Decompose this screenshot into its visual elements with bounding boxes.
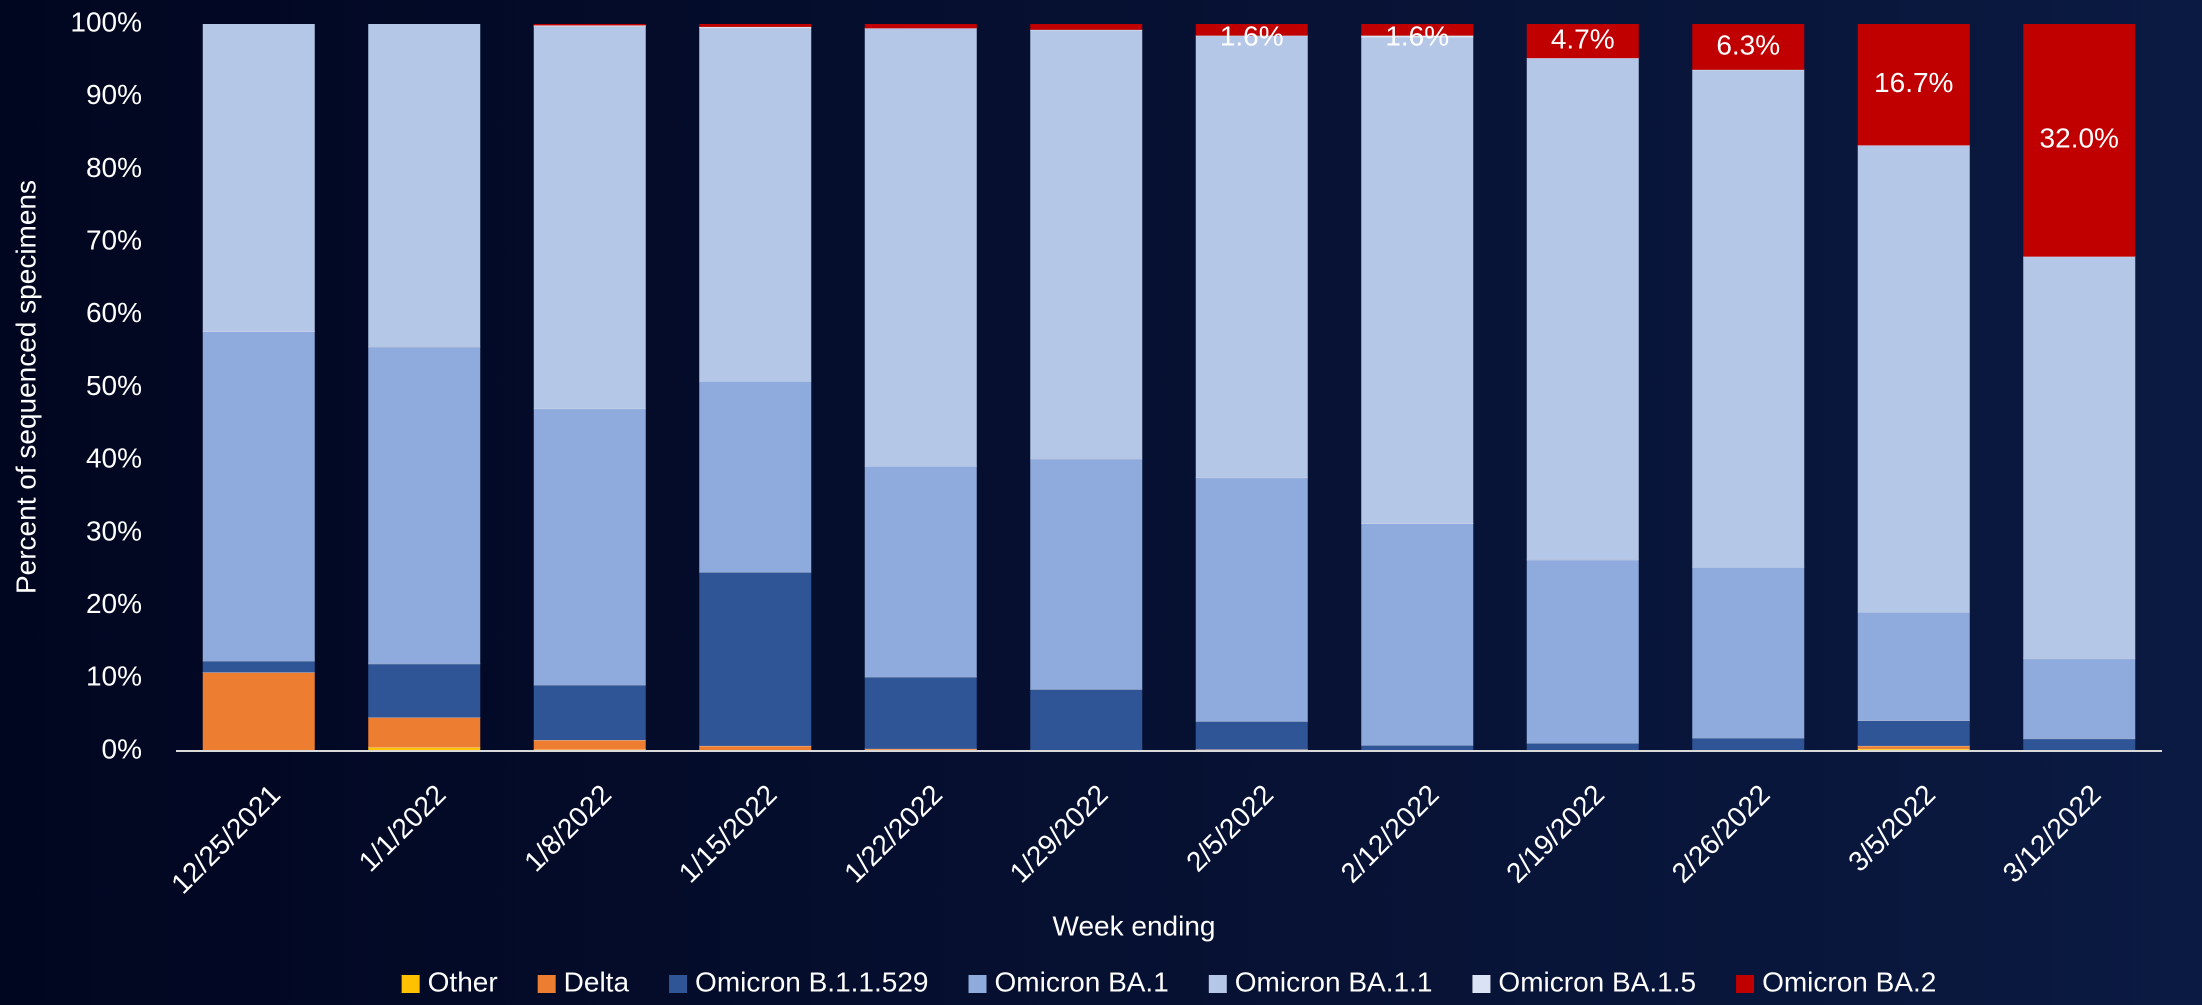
bar-segment: [864, 676, 977, 749]
bar-segment: [533, 740, 646, 750]
bar-segment: [2023, 738, 2136, 751]
bar-segment: [1526, 743, 1639, 751]
bar-segment: [1195, 477, 1308, 722]
bar-segment: [1361, 24, 1474, 36]
bar-segment: [699, 572, 812, 746]
legend-swatch: [669, 975, 688, 993]
bar-segment: [1526, 24, 1639, 59]
bar-segment: [1692, 567, 1805, 738]
bar-segment: [1692, 24, 1805, 70]
legend-label: Omicron B.1.1.529: [695, 966, 928, 997]
bar-segment: [368, 24, 481, 347]
legend-swatch: [1208, 975, 1227, 993]
bar-segment: [1195, 35, 1308, 478]
bar-segment: [1526, 559, 1639, 744]
bar-segment: [864, 748, 977, 751]
legend-label: Omicron BA.1.5: [1498, 966, 1696, 997]
y-tick-label: 50%: [86, 370, 142, 401]
bar-segment: [368, 717, 481, 748]
bar-segment: [368, 346, 481, 664]
bar-segment: [1857, 612, 1970, 721]
bar-segment: [368, 663, 481, 718]
y-tick-label: 40%: [86, 443, 142, 474]
bar-segment: [1361, 35, 1474, 38]
bar-segment: [1030, 29, 1143, 459]
bar-segment: [1857, 745, 1970, 749]
x-axis-title: Week ending: [1053, 910, 1216, 941]
bar-segment: [699, 745, 812, 751]
bar-segment: [202, 672, 315, 751]
data-label: 6.3%: [1716, 29, 1780, 60]
bar-segment: [1030, 458, 1143, 690]
bar-segment: [368, 747, 481, 751]
y-tick-label: 60%: [86, 297, 142, 328]
bar-segment: [1195, 721, 1308, 750]
legend-label: Omicron BA.1: [995, 966, 1169, 997]
y-tick-label: 80%: [86, 152, 142, 183]
y-tick-label: 70%: [86, 224, 142, 255]
data-label: 16.7%: [1874, 67, 1953, 98]
bar-segment: [1030, 24, 1143, 30]
bar-segment: [2023, 658, 2136, 739]
y-axis-title: Percent of sequenced specimens: [10, 180, 41, 594]
legend-swatch: [1736, 975, 1755, 993]
bar-segment: [533, 24, 646, 26]
data-label: 1.6%: [1220, 20, 1284, 51]
bar-segment: [864, 28, 977, 467]
bar-segment: [1526, 58, 1639, 560]
y-tick-label: 0%: [102, 733, 142, 764]
bar-segment: [1361, 37, 1474, 524]
bar-segment: [1857, 720, 1970, 746]
legend-swatch: [1472, 975, 1491, 993]
bar-segment: [1857, 145, 1970, 613]
y-tick-label: 90%: [86, 79, 142, 110]
bar-segment: [1857, 24, 1970, 146]
data-label: 4.7%: [1551, 23, 1615, 54]
y-tick-label: 10%: [86, 661, 142, 692]
legend-swatch: [537, 975, 556, 993]
bar-segment: [864, 466, 977, 677]
bar-segment: [1361, 523, 1474, 746]
bar-segment: [1030, 689, 1143, 751]
bar-segment: [2023, 24, 2136, 257]
legend-swatch: [968, 975, 987, 993]
bar-segment: [533, 26, 646, 409]
legend-label: Other: [428, 966, 498, 997]
bar-segment: [1195, 24, 1308, 36]
legend-label: Omicron BA.1.1: [1235, 966, 1433, 997]
legend: Other Delta Omicron B.1.1.529 Omicron BA.1 O…: [401, 966, 1936, 997]
bar-segment: [202, 660, 315, 673]
bar-segment: [1692, 737, 1805, 751]
bar-segment: [699, 24, 812, 27]
legend-swatch: [401, 975, 420, 993]
bar-segment: [1692, 69, 1805, 568]
bar-segment: [533, 684, 646, 741]
bar-segment: [2023, 256, 2136, 659]
bar-segment: [202, 331, 315, 661]
bar-segment: [699, 380, 812, 573]
bar-segment: [533, 408, 646, 685]
bar-segment: [202, 24, 315, 332]
y-tick-label: 30%: [86, 515, 142, 546]
bar-segment: [1361, 745, 1474, 751]
bar-segment: [1857, 748, 1970, 751]
data-label: 1.6%: [1385, 20, 1449, 51]
bar-segment: [699, 27, 812, 381]
bar-segment: [864, 24, 977, 29]
data-label: 32.0%: [2040, 123, 2119, 154]
legend-label: Delta: [564, 966, 630, 997]
y-tick-label: 100%: [70, 6, 142, 37]
y-tick-label: 20%: [86, 588, 142, 619]
legend-label: Omicron BA.2: [1762, 966, 1936, 997]
